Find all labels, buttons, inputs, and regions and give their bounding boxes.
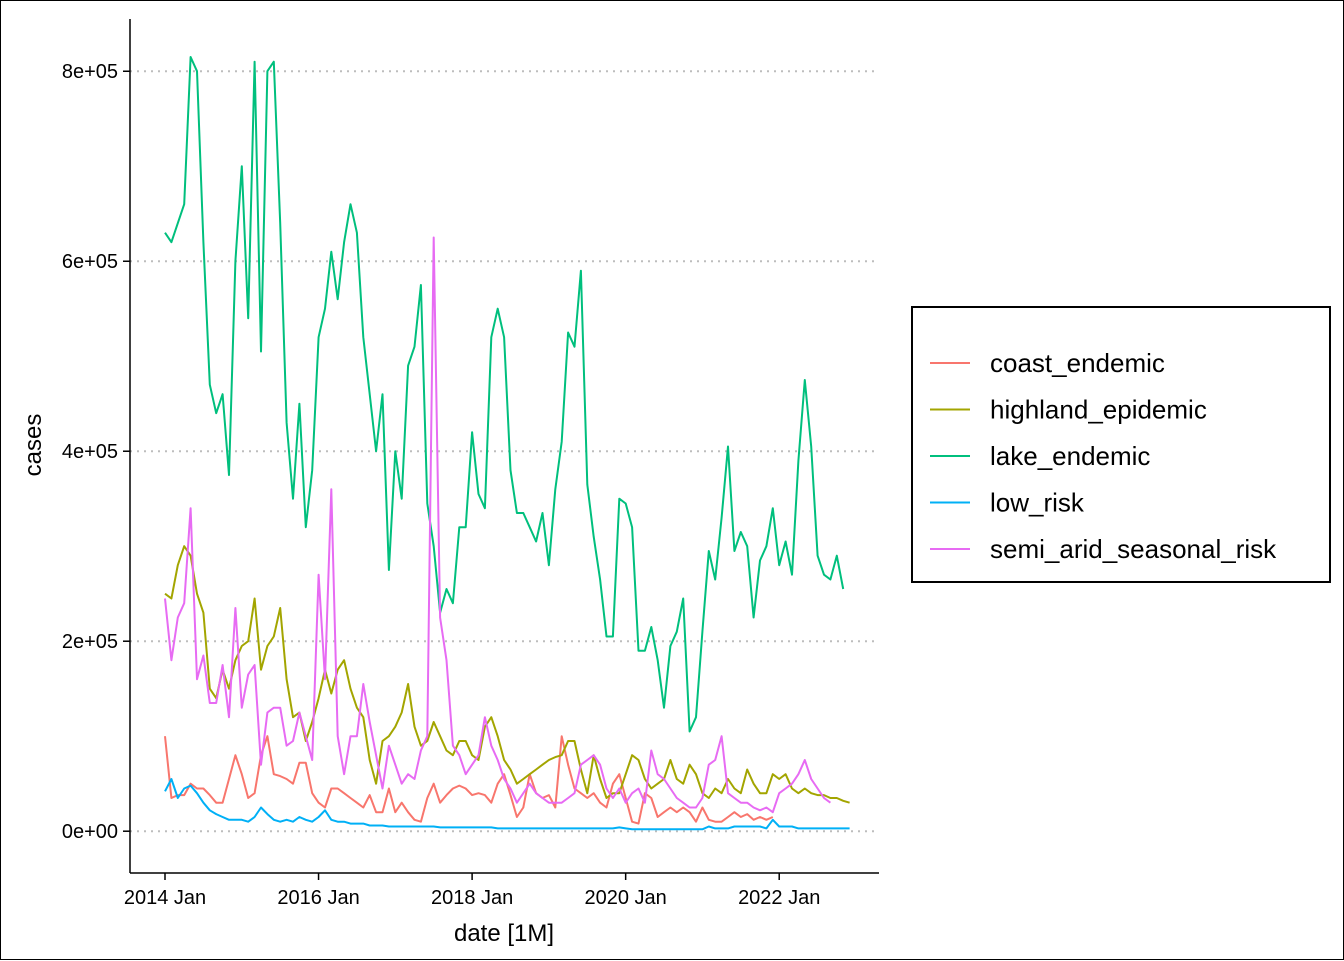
x-ticks: 2014 Jan 2016 Jan 2018 Jan 2020 Jan 2022 Jan — [124, 873, 820, 909]
series-line-low-risk — [164, 778, 850, 831]
series-line-highland-epidemic — [164, 545, 850, 804]
y-ticks: 0e+00 2e+05 4e+05 6e+05 8e+05 — [62, 61, 130, 843]
gridlines — [130, 70, 879, 833]
legend-label-lake-endemic: lake_endemic — [990, 441, 1150, 471]
legend-box — [911, 306, 1331, 583]
y-tick-label: 2e+05 — [62, 631, 118, 653]
x-axis-title: date [1M] — [454, 920, 554, 947]
series-line-semi-arid-seasonal-risk — [164, 236, 831, 814]
x-tick-label: 2018 Jan — [431, 887, 513, 909]
x-tick-label: 2014 Jan — [124, 887, 206, 909]
y-tick-label: 0e+00 — [62, 821, 118, 843]
legend-label-coast-endemic: coast_endemic — [990, 348, 1165, 378]
legend: coast_endemic highland_epidemic lake_endem… — [911, 306, 1331, 583]
series-lines — [164, 56, 850, 831]
series-line-coast-endemic — [164, 735, 774, 825]
x-tick-label: 2016 Jan — [277, 887, 359, 909]
y-tick-label: 6e+05 — [62, 251, 118, 273]
x-tick-label: 2022 Jan — [738, 887, 820, 909]
series-line-lake-endemic — [164, 56, 845, 733]
axes — [129, 19, 879, 874]
y-tick-label: 8e+05 — [62, 61, 118, 83]
legend-label-low-risk: low_risk — [990, 488, 1085, 518]
y-axis-title: cases — [20, 414, 47, 477]
legend-label-semi-arid-seasonal-risk: semi_arid_seasonal_risk — [990, 534, 1277, 564]
y-tick-label: 4e+05 — [62, 441, 118, 463]
x-tick-label: 2020 Jan — [585, 887, 667, 909]
legend-label-highland-epidemic: highland_epidemic — [990, 395, 1207, 425]
